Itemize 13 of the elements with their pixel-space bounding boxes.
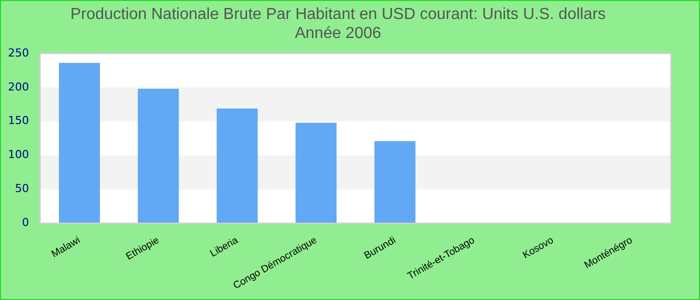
y-tick-label: 200 (8, 80, 29, 94)
y-tick-label: 150 (8, 114, 29, 128)
y-tick-label: 50 (14, 182, 29, 196)
bar (374, 141, 416, 224)
bar (296, 122, 337, 224)
bar (58, 62, 100, 224)
y-tick-label: 0 (22, 216, 29, 230)
y-tick-label: 100 (8, 148, 29, 162)
y-tick-label: 250 (8, 46, 29, 60)
chart-subtitle: Année 2006 (294, 25, 382, 42)
bar (216, 108, 258, 224)
chart-title: Production Nationale Brute Par Habitant en USD courant: Units U.S. dollars (70, 6, 606, 24)
bar (138, 88, 179, 224)
